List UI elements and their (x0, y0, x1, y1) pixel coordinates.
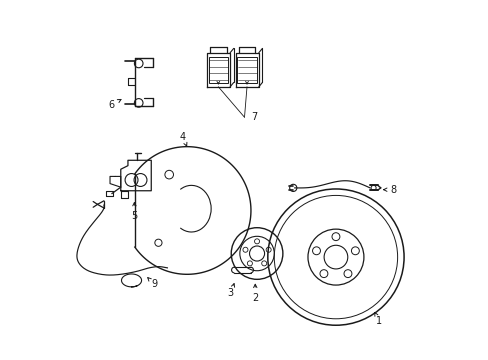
Text: 8: 8 (383, 185, 396, 195)
Text: 4: 4 (180, 132, 186, 146)
Text: 2: 2 (252, 284, 258, 303)
Text: 5: 5 (131, 203, 137, 221)
Text: 3: 3 (227, 284, 234, 298)
Text: 6: 6 (108, 99, 121, 110)
Text: 1: 1 (374, 312, 381, 325)
Text: 9: 9 (147, 278, 157, 289)
Text: 7: 7 (251, 112, 257, 122)
